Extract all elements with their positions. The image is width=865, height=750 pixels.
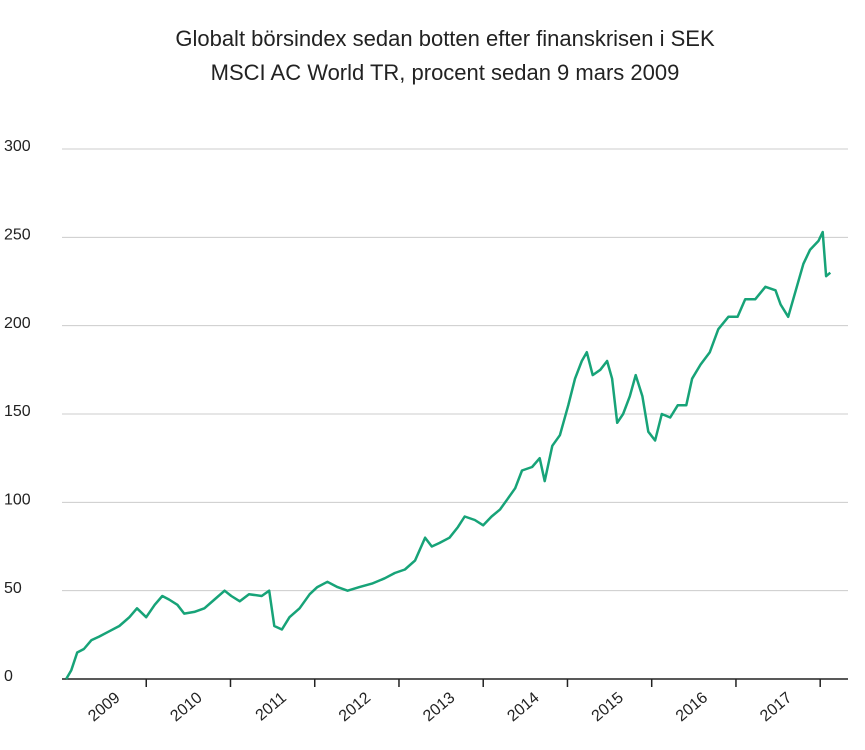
chart-title: Globalt börsindex sedan botten efter fin…: [175, 26, 715, 51]
y-tick-label: 0: [4, 668, 13, 685]
y-tick-label: 100: [4, 492, 31, 509]
chart-subtitle: MSCI AC World TR, procent sedan 9 mars 2…: [211, 60, 680, 85]
y-tick-label: 50: [4, 580, 22, 597]
x-tick-label: 2013: [420, 689, 458, 725]
y-tick-label: 300: [4, 138, 31, 155]
y-tick-label: 150: [4, 403, 31, 420]
y-tick-label: 250: [4, 227, 31, 244]
x-tick-label: 2011: [253, 689, 290, 724]
x-tick-label: 2009: [85, 689, 123, 725]
x-tick-label: 2016: [673, 689, 711, 725]
x-tick-label: 2012: [336, 689, 374, 725]
line: [65, 230, 832, 680]
x-tick-label: 2017: [757, 689, 795, 725]
x-tick-label: 2010: [167, 689, 205, 725]
y-tick-label: 200: [4, 315, 31, 332]
x-tick-label: 2014: [504, 689, 542, 725]
x-tick-label: 2015: [589, 689, 627, 725]
